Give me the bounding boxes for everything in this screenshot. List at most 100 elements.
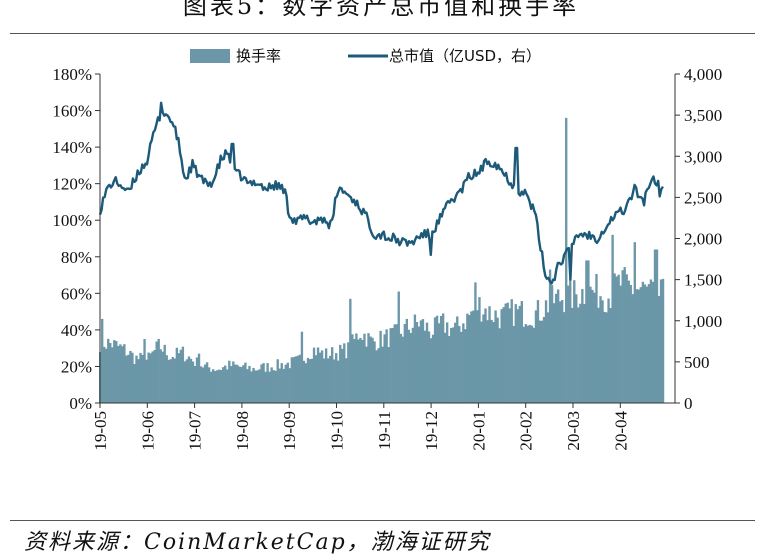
bar bbox=[437, 323, 441, 403]
bar bbox=[117, 345, 120, 403]
bar bbox=[480, 321, 483, 403]
bar bbox=[351, 334, 354, 403]
bar bbox=[179, 349, 183, 403]
bar bbox=[187, 356, 191, 403]
y-left-tick-label: 180% bbox=[52, 65, 92, 84]
bar bbox=[587, 260, 590, 403]
bar bbox=[417, 326, 421, 403]
bar bbox=[391, 327, 394, 403]
bar bbox=[121, 346, 124, 403]
bar bbox=[633, 242, 636, 403]
bar bbox=[181, 346, 185, 403]
bar bbox=[528, 324, 532, 403]
bar bbox=[548, 269, 552, 403]
bar bbox=[139, 352, 142, 403]
bar bbox=[365, 346, 368, 403]
bar bbox=[252, 367, 255, 403]
x-tick-label: 19-11 bbox=[375, 411, 394, 450]
bar bbox=[496, 317, 499, 403]
bar bbox=[189, 358, 193, 403]
y-axis-right-labels: 0 500 1,000 1,500 2,000 2,500 3,000 3,500 4,000 bbox=[684, 65, 722, 413]
bar bbox=[367, 333, 370, 403]
bar bbox=[431, 334, 435, 403]
bar bbox=[401, 336, 404, 403]
bar bbox=[464, 329, 467, 403]
bar bbox=[534, 310, 538, 403]
bar bbox=[143, 339, 146, 403]
bar bbox=[161, 351, 164, 403]
bar bbox=[597, 307, 600, 403]
bar bbox=[544, 300, 548, 403]
bar bbox=[490, 319, 493, 403]
bar bbox=[195, 357, 199, 403]
axes bbox=[95, 73, 680, 408]
bar bbox=[220, 370, 223, 403]
legend-bar-label: 换手率 bbox=[236, 47, 281, 65]
bar bbox=[211, 369, 215, 403]
bar bbox=[583, 304, 586, 403]
bar bbox=[399, 333, 402, 403]
bar bbox=[581, 289, 584, 403]
bar bbox=[512, 325, 515, 403]
y-right-tick-label: 0 bbox=[684, 394, 693, 413]
source-note: 资料来源：CoinMarketCap，渤海证研究 bbox=[24, 530, 491, 555]
bar bbox=[242, 365, 245, 403]
bar bbox=[647, 284, 651, 403]
x-tick-label: 20-02 bbox=[517, 411, 536, 451]
bar bbox=[324, 348, 328, 403]
bar bbox=[246, 369, 249, 403]
bar bbox=[250, 371, 253, 403]
bar bbox=[450, 327, 453, 403]
bar bbox=[157, 338, 160, 403]
bar bbox=[111, 347, 114, 403]
bar bbox=[468, 315, 471, 403]
bar bbox=[171, 357, 174, 403]
bar bbox=[173, 358, 176, 403]
bar bbox=[274, 370, 277, 403]
bar bbox=[165, 355, 168, 403]
bar bbox=[516, 309, 519, 403]
bar bbox=[560, 300, 564, 403]
bar bbox=[288, 368, 291, 403]
bar bbox=[328, 355, 332, 403]
bar bbox=[498, 328, 501, 403]
bar bbox=[270, 367, 273, 403]
bar bbox=[278, 368, 281, 403]
bar bbox=[506, 302, 509, 403]
bar bbox=[373, 341, 376, 403]
bar bbox=[300, 331, 304, 403]
bar bbox=[599, 296, 602, 403]
bar bbox=[109, 342, 112, 403]
bar bbox=[563, 312, 566, 403]
bar bbox=[595, 274, 598, 403]
bar bbox=[569, 279, 572, 403]
bar bbox=[135, 355, 138, 403]
y-right-tick-label: 1,000 bbox=[684, 312, 722, 331]
bar bbox=[536, 300, 540, 403]
bar bbox=[504, 303, 507, 403]
bar bbox=[661, 278, 665, 403]
bar bbox=[443, 332, 447, 403]
y-right-tick-label: 3,000 bbox=[684, 147, 722, 166]
x-tick-label: 19-07 bbox=[186, 411, 205, 451]
bar bbox=[542, 316, 546, 403]
bar bbox=[355, 333, 358, 403]
bar bbox=[500, 309, 503, 403]
bar bbox=[466, 313, 469, 403]
bar bbox=[492, 322, 495, 403]
bar bbox=[228, 360, 231, 403]
bar bbox=[133, 363, 136, 403]
bar bbox=[115, 341, 118, 403]
bar bbox=[107, 338, 110, 403]
bar bbox=[458, 326, 461, 403]
bar bbox=[552, 303, 556, 403]
y-left-tick-label: 0% bbox=[69, 394, 92, 413]
bar bbox=[310, 358, 314, 403]
bar bbox=[119, 344, 122, 403]
bar bbox=[316, 347, 320, 403]
bar bbox=[645, 286, 649, 403]
bar bbox=[218, 369, 221, 403]
bar bbox=[240, 367, 243, 403]
bar bbox=[558, 301, 562, 403]
bar bbox=[322, 358, 326, 403]
